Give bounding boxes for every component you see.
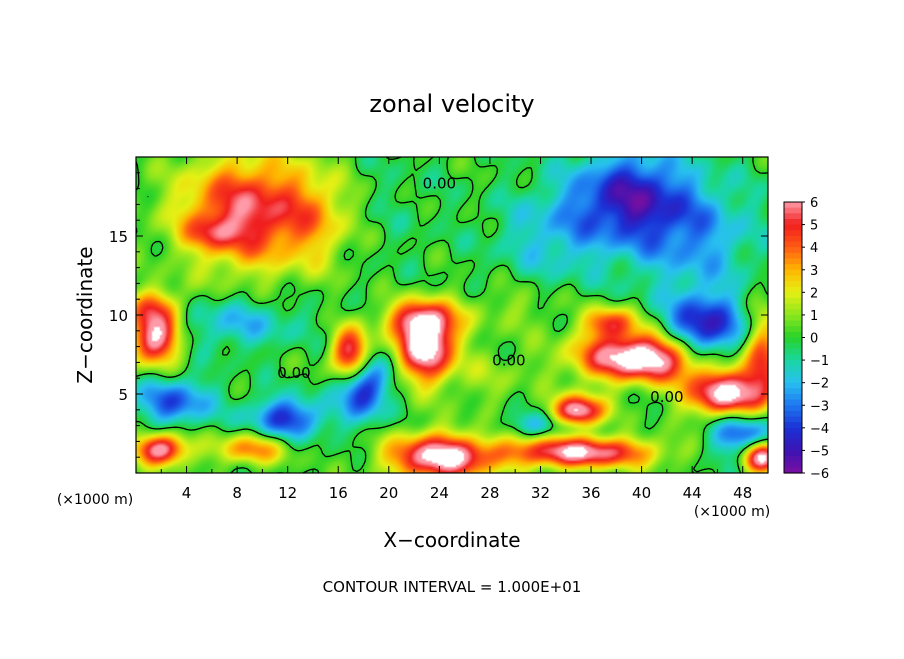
plot-area: 0.00 0.00 0.00 0.00 xyxy=(135,156,769,474)
x-tick-label: 36 xyxy=(581,484,600,502)
contour-labels: 0.00 0.00 0.00 0.00 xyxy=(277,175,683,406)
colorbar-cell xyxy=(784,331,802,339)
colorbar-label: −4 xyxy=(810,422,829,437)
contour-label: 0.00 xyxy=(650,388,683,406)
x-axis-label: X−coordinate xyxy=(383,528,520,552)
colorbar-label: 5 xyxy=(810,219,818,234)
colorbar-cell xyxy=(784,348,802,356)
colorbar-label: 3 xyxy=(810,264,818,279)
colorbar-label: −2 xyxy=(810,377,829,392)
colorbar-label: −1 xyxy=(810,354,829,369)
y-axis-label: Z−coordinate xyxy=(73,246,97,383)
colorbar-cell xyxy=(784,252,802,260)
colorbar-cell xyxy=(784,371,802,378)
colorbar-cell xyxy=(784,281,802,288)
colorbar-label: 0 xyxy=(810,332,818,347)
colorbar-cell xyxy=(784,461,802,468)
colorbar-label: 6 xyxy=(810,196,818,211)
colorbar-label: 2 xyxy=(810,286,818,301)
colorbar-cell xyxy=(784,377,802,384)
colorbar-cell xyxy=(784,354,802,361)
x-tick-label: 24 xyxy=(430,484,449,502)
colorbar-cell xyxy=(784,213,802,220)
x-axis-ticks: 4 8 12 16 20 24 28 32 36 40 44 48 xyxy=(135,157,769,502)
colorbar-cell xyxy=(784,405,802,412)
contour-lines xyxy=(135,156,769,474)
colorbar-cell xyxy=(784,241,802,248)
colorbar-cell xyxy=(784,365,802,372)
colorbar-cell xyxy=(784,314,802,322)
colorbar-cell xyxy=(784,286,802,293)
colorbar-cell xyxy=(784,410,802,418)
velocity-field xyxy=(136,157,768,473)
colorbar-label: −5 xyxy=(810,444,829,459)
chart-title: zonal velocity xyxy=(369,90,534,118)
colorbar-cell xyxy=(784,303,802,310)
x-tick-label: 20 xyxy=(379,484,398,502)
colorbar-cell xyxy=(784,343,802,350)
x-tick-label: 12 xyxy=(278,484,297,502)
colorbar-labels: 6 5 4 3 2 1 0 −1 −2 −3 −4 −5 −6 xyxy=(802,196,829,482)
colorbar-cell xyxy=(784,456,802,463)
colorbar-cell xyxy=(784,235,802,243)
colorbar-cells xyxy=(784,202,802,474)
colorbar-cell xyxy=(784,450,802,457)
x-tick-label: 16 xyxy=(329,484,348,502)
x-tick-label: 8 xyxy=(232,484,242,502)
colorbar-cell xyxy=(784,382,802,389)
colorbar-cell xyxy=(784,388,802,395)
colorbar-cell xyxy=(784,230,802,237)
colorbar-cell xyxy=(784,320,802,327)
colorbar-cell xyxy=(784,264,802,271)
colorbar-cell xyxy=(784,247,802,254)
colorbar-cell xyxy=(784,427,802,435)
colorbar-cell xyxy=(784,309,802,316)
colorbar-cell xyxy=(784,444,802,452)
contour-label: 0.00 xyxy=(277,364,310,382)
colorbar-cell xyxy=(784,416,802,423)
contour-interval-note: CONTOUR INTERVAL = 1.000E+01 xyxy=(323,578,582,596)
colorbar-label: −6 xyxy=(810,467,829,482)
colorbar: 6 5 4 3 2 1 0 −1 −2 −3 −4 −5 −6 xyxy=(783,196,829,482)
colorbar-cell xyxy=(784,207,802,214)
colorbar-label: −3 xyxy=(810,399,829,414)
contour-label: 0.00 xyxy=(492,352,525,370)
colorbar-cell xyxy=(784,258,802,265)
colorbar-cell xyxy=(784,360,802,367)
contour-line-zero xyxy=(135,156,769,474)
colorbar-cell xyxy=(784,433,802,440)
y-axis-unit-label: (×1000 m) xyxy=(57,492,133,508)
colorbar-cell xyxy=(784,337,802,344)
colorbar-cell xyxy=(784,467,802,474)
colorbar-cell xyxy=(784,439,802,446)
x-tick-label: 4 xyxy=(182,484,192,502)
x-tick-label: 44 xyxy=(683,484,702,502)
y-tick-label: 5 xyxy=(118,386,128,404)
x-axis-unit-label: (×1000 m) xyxy=(694,504,770,520)
x-tick-label: 48 xyxy=(733,484,752,502)
colorbar-cell xyxy=(784,275,802,282)
colorbar-cell xyxy=(784,393,802,401)
x-tick-label: 28 xyxy=(480,484,499,502)
contour-label: 0.00 xyxy=(423,175,456,193)
y-tick-label: 15 xyxy=(109,228,128,246)
colorbar-cell xyxy=(784,292,802,299)
colorbar-cell xyxy=(784,218,802,226)
colorbar-cell xyxy=(784,326,802,333)
x-tick-label: 40 xyxy=(632,484,651,502)
y-axis-ticks: 5 10 15 xyxy=(109,172,768,458)
colorbar-label: 1 xyxy=(810,309,818,324)
colorbar-cell xyxy=(784,399,802,406)
colorbar-label: 4 xyxy=(810,241,818,256)
y-tick-label: 10 xyxy=(109,307,128,325)
colorbar-cell xyxy=(784,269,802,276)
colorbar-cell xyxy=(784,202,802,209)
colorbar-cell xyxy=(784,224,802,231)
colorbar-cell xyxy=(784,422,802,429)
colorbar-cell xyxy=(784,297,802,305)
x-tick-label: 32 xyxy=(531,484,550,502)
